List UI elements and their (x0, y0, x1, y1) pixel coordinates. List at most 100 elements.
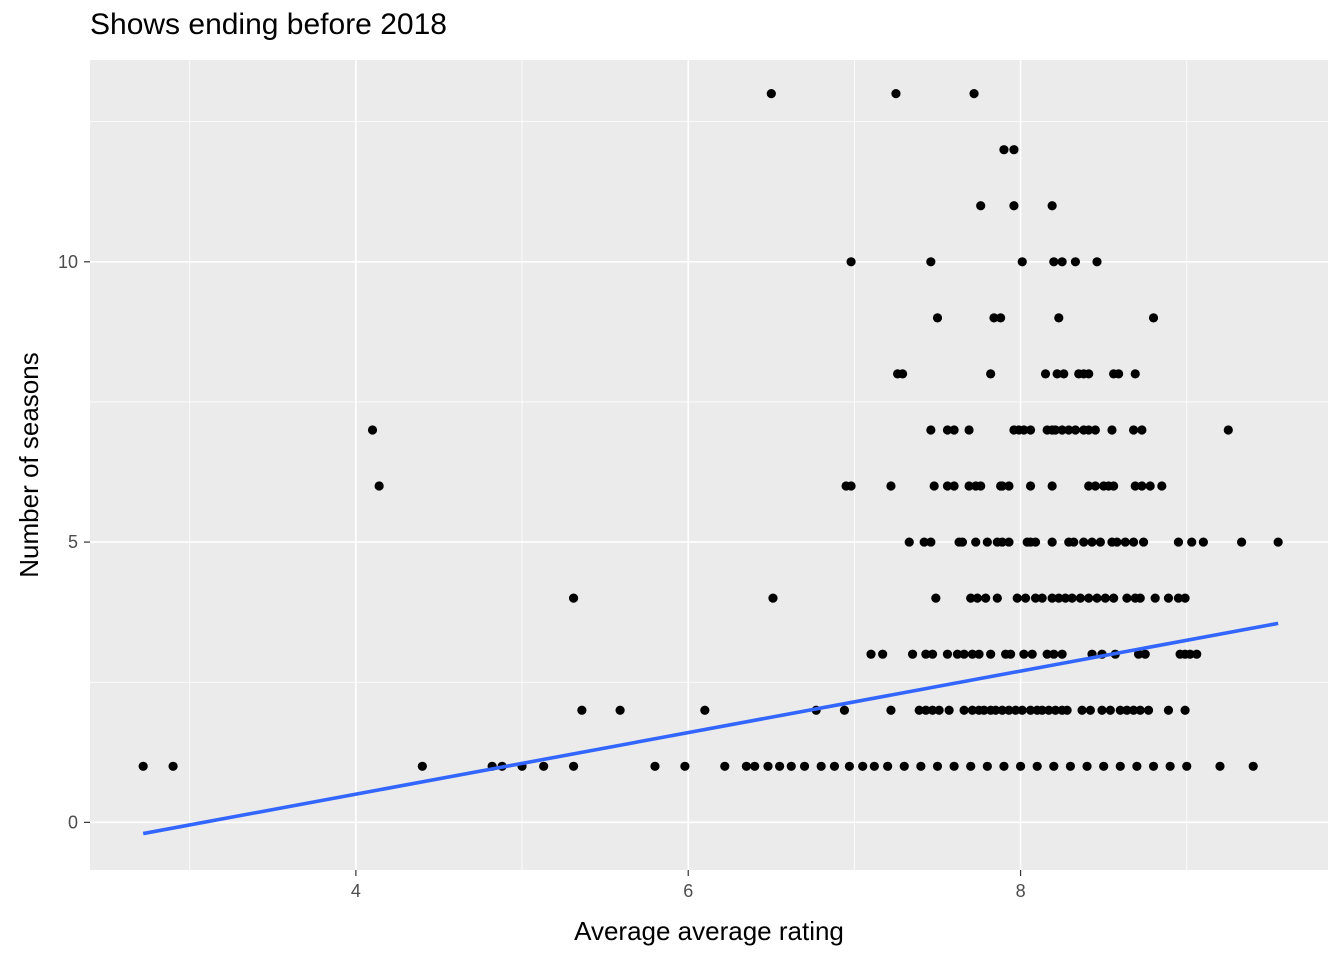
data-point (568, 761, 579, 771)
data-point (1084, 481, 1094, 491)
data-point (1067, 593, 1077, 603)
data-point (1180, 593, 1190, 603)
data-point (1157, 481, 1167, 491)
data-point (1054, 593, 1064, 603)
data-point (997, 705, 1007, 715)
data-point (1077, 705, 1087, 715)
data-point (1025, 481, 1036, 491)
data-point (1004, 481, 1014, 491)
data-point (1099, 761, 1109, 771)
data-point (1097, 705, 1107, 715)
data-point (942, 481, 953, 491)
data-point (1273, 537, 1283, 547)
data-point (1165, 761, 1175, 771)
data-point (1059, 369, 1069, 379)
data-point (829, 761, 840, 771)
data-point (986, 649, 996, 659)
data-point (763, 761, 773, 771)
data-point (986, 369, 996, 379)
data-point (964, 481, 974, 491)
data-point (1065, 761, 1076, 771)
data-point (1163, 593, 1174, 603)
data-point (952, 649, 963, 659)
data-point (1047, 201, 1057, 211)
data-point (942, 425, 953, 435)
data-point (1128, 537, 1139, 547)
data-point (799, 761, 810, 771)
data-point (1192, 649, 1202, 659)
data-point (989, 313, 999, 323)
data-point (966, 593, 976, 603)
data-point (1148, 761, 1159, 771)
data-point (1090, 481, 1100, 491)
data-point (1112, 537, 1122, 547)
data-point (1084, 369, 1094, 379)
data-point (417, 761, 427, 771)
data-point (926, 425, 936, 435)
data-point (931, 593, 941, 603)
data-point (974, 649, 984, 659)
data-point (1198, 537, 1208, 547)
data-point (1128, 425, 1139, 435)
data-point (1009, 201, 1019, 211)
data-point (976, 481, 986, 491)
data-point (374, 481, 384, 491)
data-point (1122, 593, 1132, 603)
data-point (979, 705, 989, 715)
data-point (897, 369, 908, 379)
data-point (1075, 593, 1085, 603)
data-points (138, 89, 1283, 771)
data-point (1163, 705, 1174, 715)
data-point (1049, 649, 1059, 659)
data-point (957, 537, 968, 547)
data-point (927, 705, 938, 715)
data-point (844, 761, 855, 771)
data-point (1095, 537, 1105, 547)
data-point (615, 705, 625, 715)
data-point (1085, 705, 1095, 715)
x-tick-label: 6 (683, 881, 693, 901)
data-point (891, 89, 901, 99)
data-point (1138, 537, 1149, 547)
data-point (1057, 257, 1067, 267)
data-point (650, 761, 660, 771)
data-point (577, 705, 587, 715)
data-point (942, 649, 953, 659)
data-point (1042, 649, 1052, 659)
data-point (1120, 537, 1130, 547)
data-point (1050, 705, 1061, 715)
data-point (964, 425, 974, 435)
data-point (367, 425, 378, 435)
data-point (1100, 593, 1110, 603)
data-point (1062, 705, 1072, 715)
data-point (972, 593, 982, 603)
x-tick-label: 8 (1016, 881, 1026, 901)
data-point (1025, 425, 1036, 435)
data-point (750, 761, 760, 771)
data-point (997, 537, 1007, 547)
data-point (927, 649, 938, 659)
data-point (959, 705, 969, 715)
plot-panel (90, 60, 1328, 870)
data-point (866, 649, 876, 659)
data-point (1057, 649, 1067, 659)
data-point (1128, 705, 1139, 715)
data-point (999, 145, 1009, 155)
data-point (929, 481, 939, 491)
data-point (1140, 649, 1150, 659)
data-point (932, 313, 943, 323)
data-point (976, 201, 986, 211)
data-point (926, 537, 936, 547)
data-point (1057, 425, 1067, 435)
data-point (846, 481, 856, 491)
x-axis-title: Average average rating (574, 916, 844, 946)
data-point (1054, 313, 1064, 323)
data-point (1047, 593, 1057, 603)
data-point (967, 649, 977, 659)
data-point (1114, 369, 1124, 379)
data-point (1030, 593, 1041, 603)
data-point (932, 761, 943, 771)
data-point (1050, 425, 1061, 435)
data-point (1105, 705, 1115, 715)
data-point (1150, 593, 1160, 603)
